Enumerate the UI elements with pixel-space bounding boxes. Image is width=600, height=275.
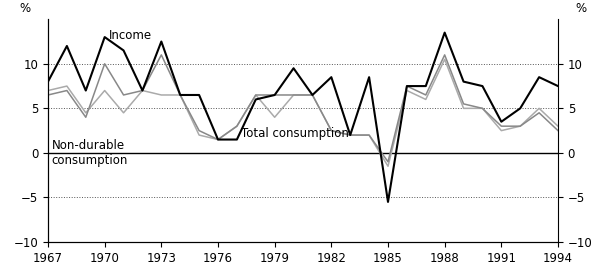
Text: %: % [19,2,31,15]
Text: %: % [575,2,587,15]
Text: Total consumption: Total consumption [241,127,349,140]
Text: Non-durable
consumption: Non-durable consumption [52,139,128,167]
Text: Income: Income [109,29,152,42]
